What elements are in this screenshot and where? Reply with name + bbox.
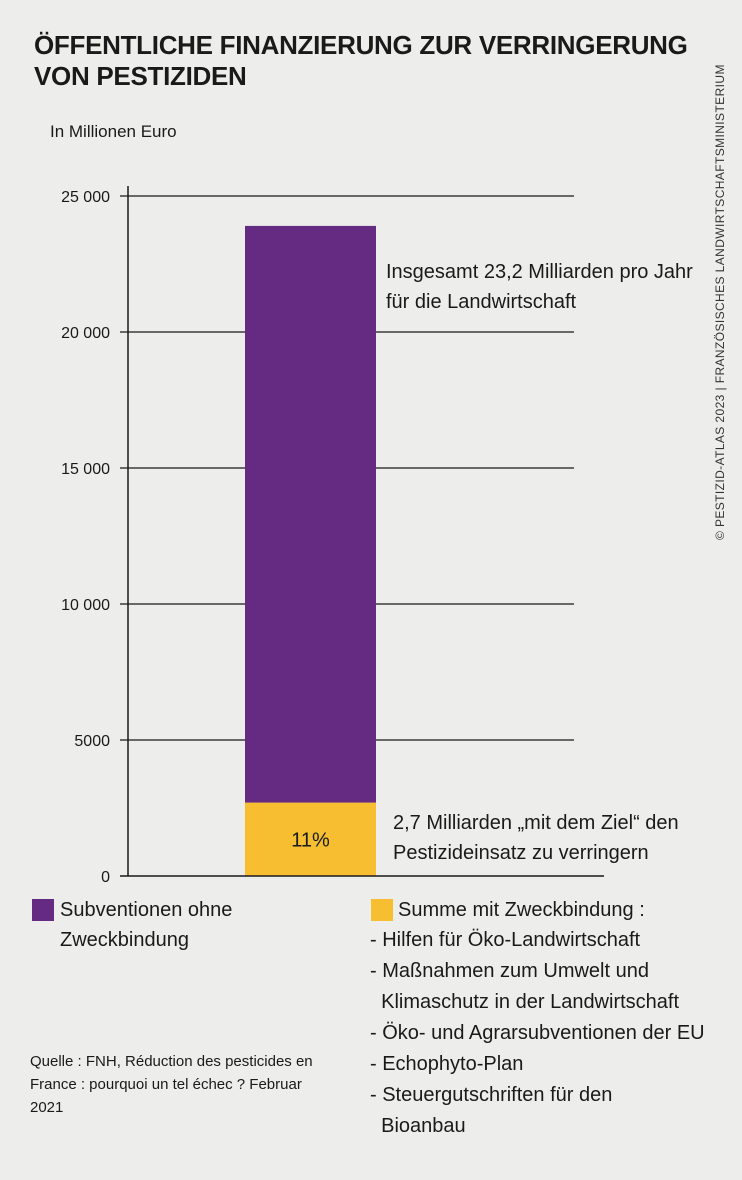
bar-data-label: 11% xyxy=(291,829,330,851)
y-axis-label: In Millionen Euro xyxy=(50,122,177,141)
legend-swatch-purple xyxy=(32,899,54,921)
legend-item: - Echophyto-Plan xyxy=(370,1053,524,1075)
annotation-total: Insgesamt 23,2 Milliarden pro Jahr für d… xyxy=(386,261,693,313)
bar-segment xyxy=(245,225,376,803)
legend-swatch-yellow xyxy=(371,899,393,921)
legend-item: - Öko- und Agrarsubventionen der EU xyxy=(370,1022,705,1044)
legend-item: - Steuergutschriften für den Bioanbau xyxy=(370,1084,613,1137)
y-tick-label: 15 000 xyxy=(61,461,110,478)
y-tick-label: 25 000 xyxy=(61,189,110,206)
annotation-target: 2,7 Milliarden „mit dem Ziel“ den Pestiz… xyxy=(393,812,679,864)
bar-segment xyxy=(245,802,376,876)
legend-item: - Maßnahmen zum Umwelt und Klimaschutz i… xyxy=(370,960,680,1013)
source-note: Quelle : FNH, Réduction des pesticides e… xyxy=(30,1053,313,1116)
legend-label-yellow: Summe mit Zweckbindung : xyxy=(398,899,645,921)
y-tick-label: 5000 xyxy=(74,733,110,750)
chart-title: ÖFFENTLICHE FINANZIERUNG ZUR VERRINGERUN… xyxy=(34,30,688,91)
legend-item: - Hilfen für Öko-Landwirtschaft xyxy=(370,929,641,951)
y-tick-label: 10 000 xyxy=(61,597,110,614)
y-tick-label: 0 xyxy=(101,869,110,886)
legend-label-purple: Subventionen ohne Zweckbindung xyxy=(60,899,233,951)
legend-yellow-items: - Hilfen für Öko-Landwirtschaft - Maßnah… xyxy=(370,925,705,1142)
y-tick-label: 20 000 xyxy=(61,325,110,342)
